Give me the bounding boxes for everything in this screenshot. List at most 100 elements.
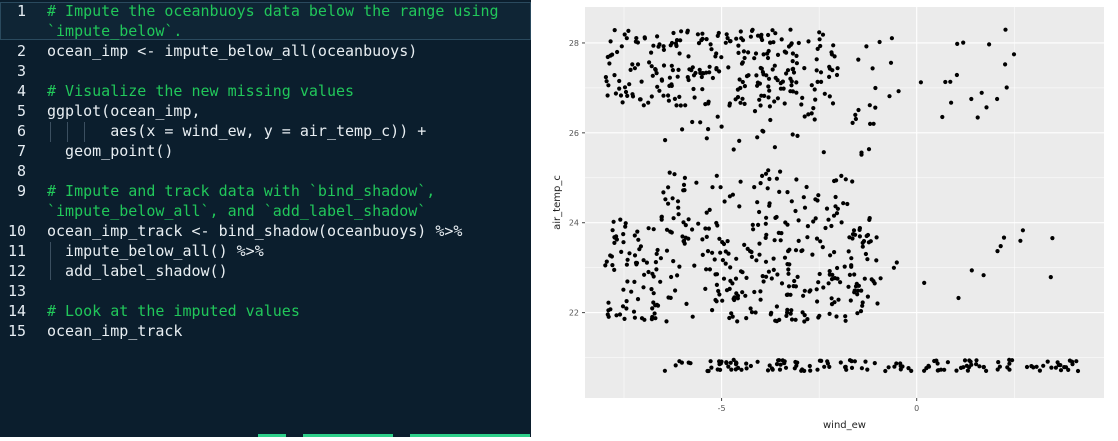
x-tick-label: -5 (718, 404, 726, 413)
code-line[interactable]: ocean_imp <- impute_below_all(oceanbuoys… (47, 41, 417, 61)
data-point (669, 63, 674, 68)
data-point (838, 360, 843, 365)
code-line[interactable]: ocean_imp_track (47, 321, 182, 341)
data-point (772, 99, 777, 104)
data-point (721, 241, 727, 247)
data-point (752, 56, 757, 61)
data-point (806, 112, 811, 117)
data-point (984, 368, 989, 373)
code-line[interactable]: aes(x = wind_ew, y = air_temp_c)) + (47, 121, 426, 141)
code-line[interactable]: `impute_below`. (47, 21, 182, 41)
data-point (859, 150, 864, 155)
code-line[interactable]: geom_point() (47, 141, 173, 161)
data-point (1005, 365, 1010, 370)
data-point (728, 39, 733, 44)
data-point (676, 205, 681, 210)
data-point (799, 248, 804, 254)
data-point (850, 120, 855, 125)
data-point (849, 256, 854, 261)
data-point (820, 245, 825, 250)
data-point (635, 297, 641, 302)
data-point (814, 68, 819, 73)
data-point (731, 357, 736, 362)
data-point (667, 170, 672, 175)
code-editor[interactable]: 1 2 3 4 5 6 7 8 9 10 11 12 13 14 15 # Impute the ocean… (0, 0, 531, 437)
data-point (958, 365, 964, 370)
code-token: ocean_imp_track <- bind_shadow(oceanbuoy… (47, 222, 463, 240)
data-point (754, 73, 759, 78)
code-line[interactable]: # Visualize the new missing values (47, 81, 354, 101)
data-point (627, 251, 632, 256)
data-point (813, 97, 818, 102)
data-point (658, 279, 663, 284)
data-point (872, 281, 877, 286)
data-point (675, 199, 681, 204)
data-point (827, 269, 832, 274)
code-line[interactable]: ggplot(ocean_imp, (47, 101, 201, 121)
code-comment: # Look at the imputed values (47, 302, 300, 320)
data-point (724, 288, 730, 293)
data-point (619, 44, 624, 49)
indent-guide (50, 242, 51, 280)
data-point (658, 256, 663, 261)
code-line[interactable]: # Impute and track data with `bind_shado… (47, 181, 435, 201)
data-point (738, 100, 743, 105)
data-point (715, 223, 720, 228)
data-point (1058, 368, 1064, 373)
code-comment: # Visualize the new missing values (47, 82, 355, 100)
data-point (754, 258, 759, 263)
data-point (740, 60, 745, 65)
data-point (782, 101, 787, 106)
data-point (671, 30, 676, 36)
code-comment: `impute_below_all`, and `add_label_shado… (47, 202, 427, 220)
data-point (717, 69, 722, 74)
data-point (710, 308, 715, 313)
line-number: 3 (16, 62, 26, 80)
data-point (784, 71, 789, 76)
code-line[interactable]: impute_below_all() %>% (47, 241, 264, 261)
code-area[interactable]: # Impute the oceanbuoys data below the r… (47, 0, 531, 437)
data-point (1041, 363, 1046, 368)
data-point (737, 204, 742, 209)
code-line[interactable]: # Look at the imputed values (47, 301, 300, 321)
data-point (859, 288, 864, 293)
data-point (614, 234, 619, 239)
data-point (636, 237, 641, 242)
data-point (676, 212, 681, 217)
data-point (829, 277, 835, 282)
code-line[interactable]: ocean_imp_track <- bind_shadow(oceanbuoy… (47, 221, 462, 241)
data-point (819, 79, 824, 84)
pane-divider[interactable] (531, 0, 545, 437)
data-point (909, 368, 914, 373)
data-point (717, 236, 722, 241)
data-point (748, 249, 753, 254)
data-point (623, 221, 628, 226)
data-point (795, 133, 800, 138)
indent-guide (84, 122, 85, 142)
data-point (630, 62, 635, 67)
plot-pane: -5 0 22 24 26 28 wind_ew air_temp_c (545, 0, 1118, 437)
data-point (802, 288, 807, 293)
data-point (1048, 275, 1053, 280)
data-point (611, 219, 616, 224)
data-point (793, 317, 798, 322)
data-point (751, 227, 756, 232)
data-point (740, 79, 745, 85)
data-point (785, 190, 790, 195)
data-point (682, 175, 687, 180)
data-point (726, 364, 731, 369)
data-point (783, 365, 789, 370)
data-point (663, 138, 668, 143)
code-line[interactable]: # Impute the oceanbuoys data below the r… (47, 1, 499, 21)
data-point (652, 311, 657, 316)
code-line[interactable]: add_label_shadow() (47, 261, 228, 281)
data-point (666, 201, 671, 206)
data-point (677, 94, 682, 99)
code-line[interactable]: `impute_below_all`, and `add_label_shado… (47, 201, 426, 221)
data-point (729, 367, 734, 372)
data-point (678, 103, 683, 108)
data-point (724, 360, 729, 366)
data-point (886, 365, 891, 370)
data-point (731, 147, 736, 152)
data-point (733, 367, 738, 372)
